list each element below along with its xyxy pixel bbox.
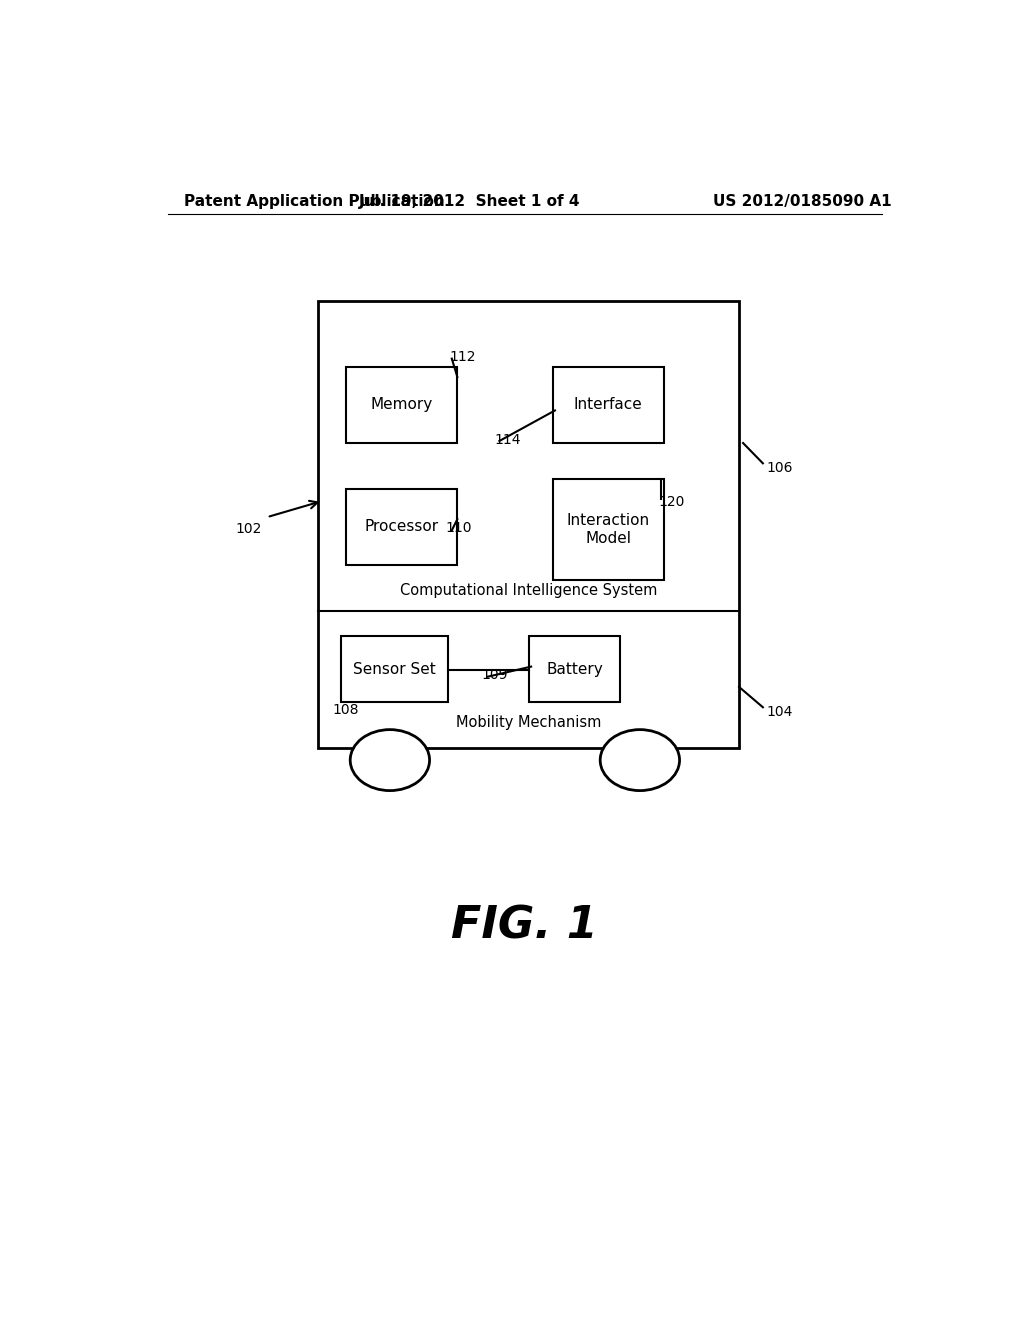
Text: FIG. 1: FIG. 1 [452, 904, 598, 948]
Text: Mobility Mechanism: Mobility Mechanism [456, 715, 601, 730]
Text: US 2012/0185090 A1: US 2012/0185090 A1 [714, 194, 892, 209]
Text: 108: 108 [333, 704, 359, 717]
Text: Interaction
Model: Interaction Model [566, 513, 649, 545]
Bar [341, 636, 447, 702]
Text: 120: 120 [658, 495, 684, 510]
Text: 109: 109 [481, 668, 508, 681]
Bar [318, 301, 739, 748]
Text: Battery: Battery [546, 661, 603, 677]
Bar [346, 367, 458, 444]
Bar [553, 367, 664, 444]
Text: 104: 104 [767, 705, 794, 719]
Bar [528, 636, 621, 702]
Text: Sensor Set: Sensor Set [353, 661, 435, 677]
Bar [553, 479, 664, 581]
Text: Jul. 19, 2012  Sheet 1 of 4: Jul. 19, 2012 Sheet 1 of 4 [358, 194, 580, 209]
Text: 102: 102 [236, 523, 261, 536]
Text: 106: 106 [767, 462, 794, 475]
Bar [346, 488, 458, 565]
Text: Memory: Memory [371, 397, 433, 412]
Ellipse shape [600, 730, 680, 791]
Text: 112: 112 [450, 350, 476, 363]
Ellipse shape [350, 730, 430, 791]
Text: Processor: Processor [365, 519, 439, 535]
Text: Patent Application Publication: Patent Application Publication [183, 194, 444, 209]
Text: Computational Intelligence System: Computational Intelligence System [400, 583, 657, 598]
Text: 114: 114 [495, 433, 521, 447]
Text: 110: 110 [445, 521, 472, 536]
Text: Interface: Interface [573, 397, 642, 412]
